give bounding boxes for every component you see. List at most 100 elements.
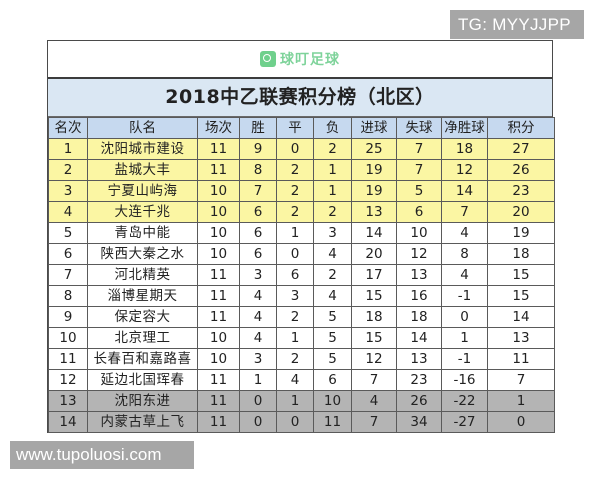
cell-won: 3 [239, 264, 277, 286]
table-row: 7 河北精英 11 3 6 2 17 13 4 15 [48, 264, 555, 286]
col-header-lost: 负 [313, 117, 352, 139]
cell-team: 沈阳城市建设 [87, 138, 198, 160]
location-pin-icon [260, 51, 276, 67]
cell-goals-for: 7 [351, 411, 397, 433]
cell-rank: 3 [48, 180, 88, 202]
cell-drawn: 0 [276, 138, 314, 160]
cell-goal-diff: 1 [441, 327, 488, 349]
cell-goal-diff: 7 [441, 201, 488, 223]
cell-lost: 2 [313, 201, 352, 223]
cell-won: 9 [239, 138, 277, 160]
cell-goals-against: 13 [396, 348, 442, 370]
cell-goal-diff: 4 [441, 264, 488, 286]
table-row: 12 延边北国珲春 11 1 4 6 7 23 -16 7 [48, 369, 555, 391]
cell-drawn: 1 [276, 222, 314, 244]
cell-rank: 11 [48, 348, 88, 370]
cell-drawn: 3 [276, 285, 314, 307]
cell-won: 6 [239, 222, 277, 244]
cell-rank: 4 [48, 201, 88, 223]
cell-goal-diff: -16 [441, 369, 488, 391]
cell-played: 11 [197, 285, 240, 307]
cell-team: 北京理工 [87, 327, 198, 349]
col-header-goal-diff: 净胜球 [441, 117, 488, 139]
cell-won: 4 [239, 327, 277, 349]
cell-points: 7 [487, 369, 555, 391]
cell-team: 沈阳东进 [87, 390, 198, 412]
cell-goals-against: 12 [396, 243, 442, 265]
cell-points: 18 [487, 243, 555, 265]
cell-points: 15 [487, 285, 555, 307]
cell-goals-against: 5 [396, 180, 442, 202]
cell-team: 盐城大丰 [87, 159, 198, 181]
cell-goals-against: 7 [396, 138, 442, 160]
table-row: 2 盐城大丰 11 8 2 1 19 7 12 26 [48, 159, 555, 181]
cell-played: 11 [197, 411, 240, 433]
cell-lost: 5 [313, 327, 352, 349]
table-row: 11 长春百和嘉路喜 10 3 2 5 12 13 -1 11 [48, 348, 555, 370]
cell-played: 10 [197, 327, 240, 349]
col-header-goals-for: 进球 [351, 117, 397, 139]
cell-played: 11 [197, 159, 240, 181]
cell-won: 8 [239, 159, 277, 181]
cell-goals-against: 7 [396, 159, 442, 181]
cell-goals-against: 14 [396, 327, 442, 349]
cell-drawn: 2 [276, 159, 314, 181]
cell-lost: 10 [313, 390, 352, 412]
cell-goals-against: 26 [396, 390, 442, 412]
table-row: 13 沈阳东进 11 0 1 10 4 26 -22 1 [48, 390, 555, 412]
cell-won: 1 [239, 369, 277, 391]
cell-won: 4 [239, 285, 277, 307]
cell-played: 10 [197, 222, 240, 244]
standings-sheet: 球叮足球 2018中乙联赛积分榜（北区） 名次 队名 场次 胜 平 负 进球 失… [47, 40, 555, 433]
col-header-played: 场次 [197, 117, 240, 139]
cell-lost: 2 [313, 138, 352, 160]
cell-rank: 8 [48, 285, 88, 307]
cell-goal-diff: 14 [441, 180, 488, 202]
cell-won: 6 [239, 201, 277, 223]
col-header-points: 积分 [487, 117, 555, 139]
cell-played: 11 [197, 390, 240, 412]
cell-points: 23 [487, 180, 555, 202]
cell-goals-against: 13 [396, 264, 442, 286]
cell-points: 27 [487, 138, 555, 160]
cell-goals-against: 10 [396, 222, 442, 244]
cell-goal-diff: 4 [441, 222, 488, 244]
cell-won: 7 [239, 180, 277, 202]
cell-goals-for: 17 [351, 264, 397, 286]
col-header-rank: 名次 [48, 117, 88, 139]
cell-played: 11 [197, 264, 240, 286]
cell-won: 0 [239, 390, 277, 412]
cell-lost: 3 [313, 222, 352, 244]
col-header-team: 队名 [87, 117, 198, 139]
cell-goals-against: 6 [396, 201, 442, 223]
cell-goals-for: 14 [351, 222, 397, 244]
cell-points: 15 [487, 264, 555, 286]
cell-goal-diff: -27 [441, 411, 488, 433]
cell-drawn: 2 [276, 180, 314, 202]
cell-team: 延边北国珲春 [87, 369, 198, 391]
cell-points: 13 [487, 327, 555, 349]
cell-goals-for: 15 [351, 285, 397, 307]
cell-team: 大连千兆 [87, 201, 198, 223]
cell-rank: 1 [48, 138, 88, 160]
cell-played: 10 [197, 201, 240, 223]
cell-rank: 6 [48, 243, 88, 265]
cell-played: 11 [197, 369, 240, 391]
cell-played: 10 [197, 348, 240, 370]
cell-lost: 5 [313, 348, 352, 370]
cell-points: 1 [487, 390, 555, 412]
brand-logo: 球叮足球 [260, 49, 340, 69]
cell-goals-against: 18 [396, 306, 442, 328]
cell-points: 20 [487, 201, 555, 223]
cell-team: 陕西大秦之水 [87, 243, 198, 265]
cell-goal-diff: 8 [441, 243, 488, 265]
cell-points: 19 [487, 222, 555, 244]
cell-goals-for: 4 [351, 390, 397, 412]
table-row: 4 大连千兆 10 6 2 2 13 6 7 20 [48, 201, 555, 223]
cell-team: 保定容大 [87, 306, 198, 328]
cell-lost: 2 [313, 264, 352, 286]
cell-goal-diff: -1 [441, 285, 488, 307]
cell-goal-diff: -1 [441, 348, 488, 370]
cell-rank: 9 [48, 306, 88, 328]
col-header-goals-against: 失球 [396, 117, 442, 139]
